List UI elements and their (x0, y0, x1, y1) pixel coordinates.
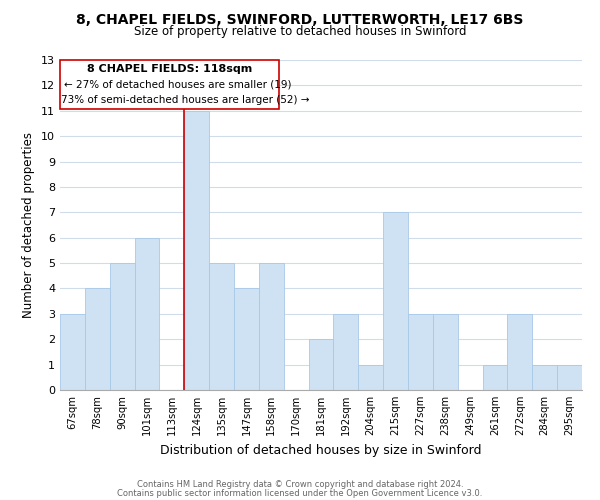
Bar (334, 314, 358, 390)
Bar (358, 364, 383, 390)
FancyBboxPatch shape (60, 60, 279, 110)
Text: Contains public sector information licensed under the Open Government Licence v3: Contains public sector information licen… (118, 488, 482, 498)
Bar (234, 288, 259, 390)
Bar (383, 212, 408, 390)
Bar (85, 288, 110, 390)
Bar (482, 364, 508, 390)
Text: 73% of semi-detached houses are larger (52) →: 73% of semi-detached houses are larger (… (61, 95, 310, 105)
X-axis label: Distribution of detached houses by size in Swinford: Distribution of detached houses by size … (160, 444, 482, 456)
Bar (408, 314, 433, 390)
Bar (209, 263, 234, 390)
Bar (60, 314, 85, 390)
Bar (259, 263, 284, 390)
Bar (433, 314, 458, 390)
Text: 8, CHAPEL FIELDS, SWINFORD, LUTTERWORTH, LE17 6BS: 8, CHAPEL FIELDS, SWINFORD, LUTTERWORTH,… (76, 12, 524, 26)
Text: 8 CHAPEL FIELDS: 118sqm: 8 CHAPEL FIELDS: 118sqm (87, 64, 252, 74)
Bar (134, 238, 160, 390)
Text: Size of property relative to detached houses in Swinford: Size of property relative to detached ho… (134, 25, 466, 38)
Bar (110, 263, 134, 390)
Bar (557, 364, 582, 390)
Bar (308, 339, 334, 390)
Bar (532, 364, 557, 390)
Y-axis label: Number of detached properties: Number of detached properties (22, 132, 35, 318)
Bar (508, 314, 532, 390)
Text: ← 27% of detached houses are smaller (19): ← 27% of detached houses are smaller (19… (64, 80, 291, 90)
Text: Contains HM Land Registry data © Crown copyright and database right 2024.: Contains HM Land Registry data © Crown c… (137, 480, 463, 489)
Bar (184, 111, 209, 390)
